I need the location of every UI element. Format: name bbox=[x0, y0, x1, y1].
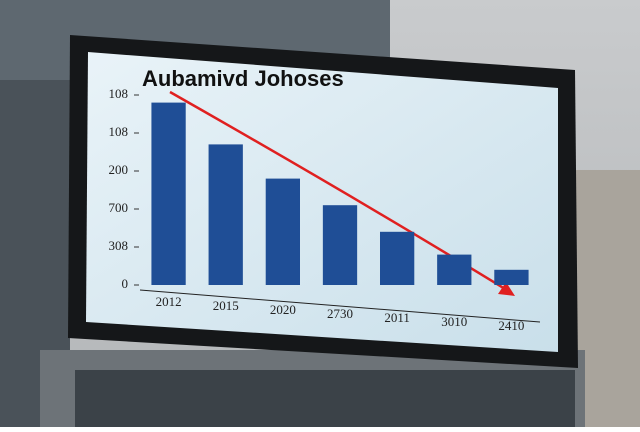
x-tick-label: 2020 bbox=[270, 302, 296, 317]
x-tick-label: 2011 bbox=[384, 310, 410, 325]
x-tick-label: 2410 bbox=[498, 318, 524, 333]
chart-title: Aubamivd Johoses bbox=[142, 66, 344, 91]
bar bbox=[437, 254, 472, 285]
y-tick-label: 200 bbox=[109, 162, 129, 177]
y-tick-label: 308 bbox=[109, 238, 129, 253]
x-tick-label: 3010 bbox=[441, 314, 467, 329]
bar bbox=[151, 102, 186, 285]
x-tick-label: 2015 bbox=[213, 298, 239, 313]
bar bbox=[322, 205, 358, 285]
bar bbox=[380, 231, 415, 285]
y-tick-label: 0 bbox=[122, 276, 129, 291]
y-tick-label: 108 bbox=[109, 124, 129, 139]
windows bbox=[75, 370, 575, 427]
bar bbox=[208, 144, 243, 285]
bar bbox=[265, 178, 300, 285]
y-tick-label: 700 bbox=[109, 200, 129, 215]
x-axis bbox=[139, 289, 541, 323]
y-tick-label: 108 bbox=[109, 86, 129, 101]
x-tick-label: 2012 bbox=[156, 294, 182, 309]
x-tick-label: 2730 bbox=[327, 306, 353, 321]
bar bbox=[494, 269, 529, 285]
arrow-head bbox=[498, 282, 515, 296]
